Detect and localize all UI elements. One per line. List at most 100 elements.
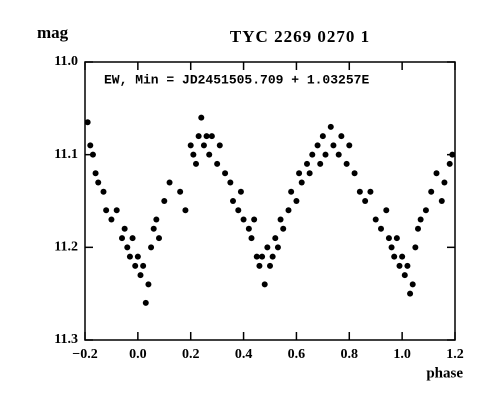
data-point: [385, 235, 392, 242]
data-point: [187, 142, 194, 149]
x-tick-label: 0.2: [182, 347, 200, 362]
data-point: [338, 133, 345, 140]
x-tick-label: 0.4: [235, 347, 253, 362]
data-point: [200, 142, 207, 149]
data-point: [259, 253, 266, 260]
data-point: [335, 151, 342, 158]
data-point: [372, 216, 379, 223]
data-point: [100, 188, 107, 195]
data-point: [198, 114, 205, 121]
data-point: [449, 151, 456, 158]
data-point: [391, 253, 398, 260]
data-point: [206, 151, 213, 158]
data-point: [446, 160, 453, 167]
data-point: [182, 207, 189, 214]
data-point: [330, 142, 337, 149]
data-point: [306, 170, 313, 177]
data-point: [108, 216, 115, 223]
data-point: [327, 123, 334, 130]
data-point: [230, 198, 236, 204]
data-point: [156, 235, 162, 242]
data-point: [161, 198, 168, 204]
y-tick-label: 11.0: [54, 54, 78, 69]
data-point: [433, 170, 440, 177]
data-point: [245, 225, 252, 232]
data-point: [319, 133, 326, 140]
data-point: [422, 207, 429, 214]
data-point: [126, 253, 133, 260]
x-tick-label: 0.0: [129, 347, 147, 362]
data-point: [399, 253, 406, 260]
data-point: [87, 142, 94, 149]
data-point: [237, 188, 244, 195]
data-point: [309, 151, 316, 158]
data-point: [142, 299, 149, 306]
data-point: [235, 207, 242, 214]
data-point: [317, 160, 324, 167]
data-point: [166, 179, 173, 186]
x-tick-label: 0.6: [288, 347, 306, 362]
data-point: [288, 188, 295, 195]
data-point: [89, 151, 96, 158]
data-point: [269, 253, 276, 260]
data-point: [367, 188, 374, 195]
data-point: [134, 253, 141, 260]
data-point: [351, 170, 358, 177]
data-point: [298, 179, 305, 186]
x-tick-label: 0.8: [341, 347, 359, 362]
data-point: [304, 160, 310, 167]
y-tick-label: 11.3: [54, 332, 78, 347]
data-point: [267, 262, 273, 269]
data-point: [314, 142, 321, 149]
y-tick-label: 11.1: [54, 147, 78, 162]
data-point: [346, 142, 353, 149]
data-point: [222, 170, 229, 177]
data-point: [261, 281, 268, 288]
data-point: [148, 244, 155, 251]
data-point: [177, 188, 184, 195]
data-point: [277, 216, 284, 223]
data-point: [216, 142, 223, 149]
data-point: [150, 225, 157, 232]
chart-title: TYC 2269 0270 1: [230, 27, 370, 46]
data-point: [256, 262, 263, 269]
data-point: [272, 235, 279, 242]
data-point: [248, 235, 255, 242]
data-point: [343, 160, 350, 167]
data-point: [227, 179, 234, 186]
data-point: [119, 235, 125, 242]
data-point: [438, 198, 445, 204]
data-point: [240, 216, 247, 223]
data-point: [322, 151, 329, 158]
data-point: [203, 133, 210, 140]
data-point: [441, 179, 448, 186]
data-point: [378, 225, 384, 232]
data-point: [95, 179, 102, 186]
data-point: [92, 170, 99, 177]
data-point: [113, 207, 120, 214]
data-point: [132, 262, 139, 269]
data-point: [428, 188, 435, 195]
data-point: [103, 207, 110, 214]
data-point: [193, 160, 199, 167]
data-point: [208, 133, 215, 140]
y-axis-label: mag: [37, 23, 69, 42]
data-point: [388, 244, 395, 251]
data-point: [214, 160, 221, 167]
data-point: [140, 262, 147, 269]
data-point: [296, 170, 303, 177]
x-axis-label: phase: [426, 365, 463, 381]
data-point: [145, 281, 152, 288]
data-point: [356, 188, 363, 195]
data-point: [124, 244, 131, 251]
data-point: [253, 253, 260, 260]
data-point: [362, 198, 369, 204]
data-point: [409, 281, 416, 288]
data-point: [274, 244, 281, 251]
data-point: [396, 262, 403, 269]
data-point: [195, 133, 202, 140]
data-point: [412, 244, 419, 251]
data-point: [407, 290, 414, 297]
data-point: [121, 225, 128, 232]
